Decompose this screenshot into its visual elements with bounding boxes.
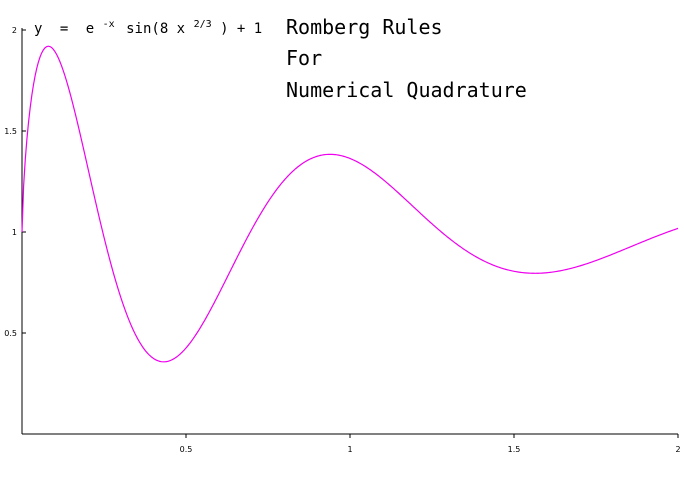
y-tick-label: 0.5 (4, 329, 17, 338)
formula-neg-x: -x (103, 19, 115, 30)
x-tick-label: 1 (347, 445, 352, 454)
series-line (21, 45, 679, 363)
title-line-2: For (286, 46, 322, 70)
formula-y: y (34, 21, 42, 37)
ticks: 0.5 1 1.5 2 0.5 1 1.5 2 (4, 26, 680, 454)
y-tick-label: 2 (12, 26, 17, 35)
title-line-1: Romberg Rules (286, 15, 443, 39)
x-tick-label: 2 (675, 445, 680, 454)
x-tick-label: 1.5 (508, 445, 521, 454)
formula-exponent: 2/3 (194, 19, 212, 30)
title-line-3: Numerical Quadrature (286, 78, 527, 102)
formula-sin: sin(8 x (126, 21, 185, 37)
formula-eq: = (60, 21, 68, 37)
formula: y = e -x sin(8 x 2/3 ) + 1 (34, 15, 262, 37)
formula-e: e (86, 21, 94, 37)
y-tick-label: 1.5 (4, 127, 17, 136)
series-layer (21, 45, 679, 363)
y-tick-label: 1 (12, 228, 17, 237)
x-tick-label: 0.5 (180, 445, 193, 454)
formula-close: ) + 1 (220, 21, 262, 37)
